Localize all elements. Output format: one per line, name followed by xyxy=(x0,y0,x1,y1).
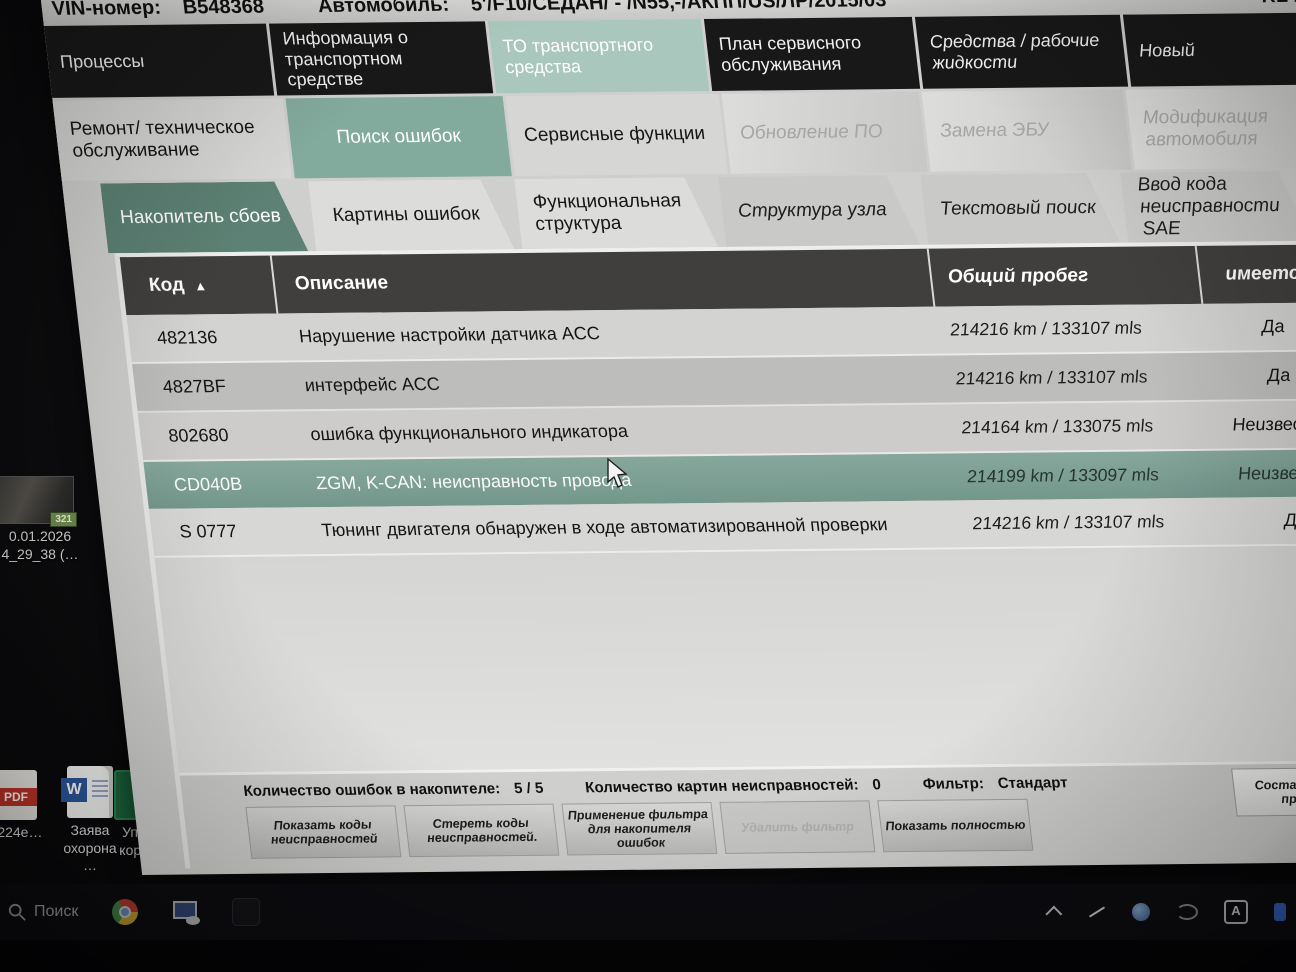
fault-mileage-cell: 214216 km / 133107 mls xyxy=(971,511,1166,534)
sectab-text-search[interactable]: Текстовый поиск xyxy=(920,173,1120,245)
section-tabs: Накопитель сбоев Картины ошибок Функцион… xyxy=(62,170,1296,254)
vehicle-label: Автомобиль: xyxy=(316,0,451,17)
fault-present-cell: Неизвестно xyxy=(1236,462,1296,484)
footer-buttons: Показать коды неисправностей Стереть код… xyxy=(183,795,1296,864)
sectab-fault-memory[interactable]: Накопитель сбоев xyxy=(100,181,308,253)
search-icon xyxy=(8,903,26,921)
show-full-button[interactable]: Показать полностью xyxy=(877,798,1034,853)
clear-codes-button[interactable]: Стереть коды неисправностей. xyxy=(403,803,560,858)
subtab-vehicle-modification: Модификация автомобиля xyxy=(1125,87,1296,170)
subtab-repair-maintenance[interactable]: Ремонт/ техническое обслуживание xyxy=(52,98,292,181)
vin-label: VIN-номер: xyxy=(50,0,162,20)
fault-mileage-cell: 214164 km / 133075 mls xyxy=(960,415,1155,438)
mouse-cursor xyxy=(606,457,630,495)
pattern-count-label: Количество картин неисправностей: xyxy=(584,775,860,796)
remove-filter-button: Удалить фильтр xyxy=(719,800,876,854)
fault-description-cell: Тюнинг двигателя обнаружен в ходе автома… xyxy=(320,514,889,541)
tray-language-icon[interactable]: A xyxy=(1224,900,1248,924)
fault-present-cell: Да xyxy=(1266,364,1292,386)
apply-filter-button[interactable]: Применение фильтра для накопителя ошибок xyxy=(561,802,718,856)
status-footer: Количество ошибок в накопителе: 5 / 5 Ко… xyxy=(179,759,1296,869)
main-tabs: Процессы Информация о транспортном средс… xyxy=(43,12,1296,98)
pattern-count-value: 0 xyxy=(871,775,882,793)
col-description-header[interactable]: Описание xyxy=(269,248,934,314)
terminal-status: KL 15 xyxy=(1260,0,1296,8)
sectab-node-structure[interactable]: Структура узла xyxy=(718,175,920,247)
search-label: Поиск xyxy=(34,903,79,920)
tab-fluids[interactable]: Средства / рабочие жидкости xyxy=(914,14,1129,89)
pdf-icon: PDF xyxy=(0,770,37,820)
fault-code-cell: 482136 xyxy=(155,327,219,348)
table-empty-area xyxy=(154,544,1296,773)
fault-mileage-cell: 214216 km / 133107 mls xyxy=(954,366,1149,389)
taskbar-search[interactable]: Поиск xyxy=(8,903,78,921)
fault-code-cell: S 0777 xyxy=(178,520,238,542)
tray-network-icon[interactable] xyxy=(1132,903,1150,921)
tab-new[interactable]: Новый xyxy=(1122,12,1296,87)
fault-table: Код ▲ Описание Общий пробег имеется К 48… xyxy=(114,240,1296,869)
tab-processes[interactable]: Процессы xyxy=(43,23,275,98)
col-mileage-header[interactable]: Общий пробег xyxy=(926,245,1202,307)
fault-description-cell: интерфейс ACC xyxy=(303,373,441,396)
pdf-file-icon[interactable]: PDF о224е… xyxy=(0,770,48,842)
chrome-icon[interactable] xyxy=(112,899,139,925)
fault-mileage-cell: 214199 km / 133097 mls xyxy=(965,464,1160,487)
filter-value: Стандарт xyxy=(996,773,1069,792)
fault-description-cell: ошибка функционального индикатора xyxy=(309,420,629,445)
fault-code-cell: CD040B xyxy=(172,473,244,495)
sub-tabs: Ремонт/ техническое обслуживание Поиск о… xyxy=(52,87,1296,181)
sectab-sae-code-entry[interactable]: Ввод кода неисправности SAE xyxy=(1120,171,1296,243)
subtab-fault-search[interactable]: Поиск ошибок xyxy=(285,96,512,179)
fault-present-cell: Да xyxy=(1282,509,1296,530)
sort-asc-icon: ▲ xyxy=(193,277,208,293)
tab-vehicle-service[interactable]: ТО транспортного средства xyxy=(487,19,710,94)
fault-code-cell: 4827BF xyxy=(161,376,227,397)
fault-present-cell: Да xyxy=(1260,315,1286,337)
fault-count-label: Количество ошибок в накопителе: xyxy=(242,779,502,800)
fault-code-cell: 802680 xyxy=(167,425,230,446)
col-code-header[interactable]: Код ▲ xyxy=(147,274,208,296)
subtab-ecu-replacement: Замена ЭБУ xyxy=(921,89,1132,172)
tray-pen-icon[interactable] xyxy=(1088,906,1106,918)
tray-expand-icon[interactable] xyxy=(1045,905,1063,923)
video-file-icon[interactable]: 321 0.01.2026 4_29_38 (… xyxy=(0,476,86,563)
video-thumbnail: 321 xyxy=(0,476,77,527)
tray-bluetooth-icon[interactable] xyxy=(1274,903,1286,921)
vehicle-value: 5'/F10/СЕДАН/ - /N55,-/АКПП/US/ЛР/2015/0… xyxy=(469,0,888,15)
ista-app-window: VIN-номер: B548368 Автомобиль: 5'/F10/СЕ… xyxy=(40,0,1296,875)
subtab-service-functions[interactable]: Сервисные функции xyxy=(505,93,728,177)
fault-present-cell: Неизвестно xyxy=(1231,413,1296,435)
sectab-functional-structure[interactable]: Функциональная структура xyxy=(514,177,718,249)
col-present-header[interactable]: имеется xyxy=(1194,244,1296,304)
tray-sync-icon[interactable] xyxy=(1176,904,1198,920)
word-icon-letter: W xyxy=(61,778,87,802)
fault-description-cell: Нарушение настройки датчика ACC xyxy=(297,323,601,347)
video-frame-badge: 321 xyxy=(50,512,77,527)
tab-vehicle-info[interactable]: Информация о транспортном средстве xyxy=(268,21,494,96)
show-codes-button[interactable]: Показать коды неисправностей xyxy=(245,805,402,859)
vin-value: B548368 xyxy=(181,0,266,18)
video-file-label: 0.01.2026 4_29_38 (… xyxy=(1,528,79,562)
fault-count-value: 5 / 5 xyxy=(513,779,545,797)
taskbar: Поиск A xyxy=(0,884,1296,940)
sectab-fault-patterns[interactable]: Картины ошибок xyxy=(308,179,514,251)
laptop-bezel xyxy=(0,940,1296,972)
system-tray: A xyxy=(1045,900,1286,924)
dark-app-icon[interactable] xyxy=(232,898,261,926)
pdf-icon-text: PDF xyxy=(0,788,37,806)
diagnostics-app-icon[interactable] xyxy=(172,899,201,925)
pdf-file-label: о224е… xyxy=(0,824,43,840)
subtab-software-update: Обновление ПО xyxy=(721,91,928,174)
tab-service-plan[interactable]: План сервисного обслуживания xyxy=(703,16,921,91)
filter-label: Фильтр: xyxy=(921,774,985,793)
disc-icon xyxy=(186,916,201,925)
fault-mileage-cell: 214216 km / 133107 mls xyxy=(948,317,1143,340)
create-plan-button[interactable]: Составить план проверки xyxy=(1231,766,1296,817)
